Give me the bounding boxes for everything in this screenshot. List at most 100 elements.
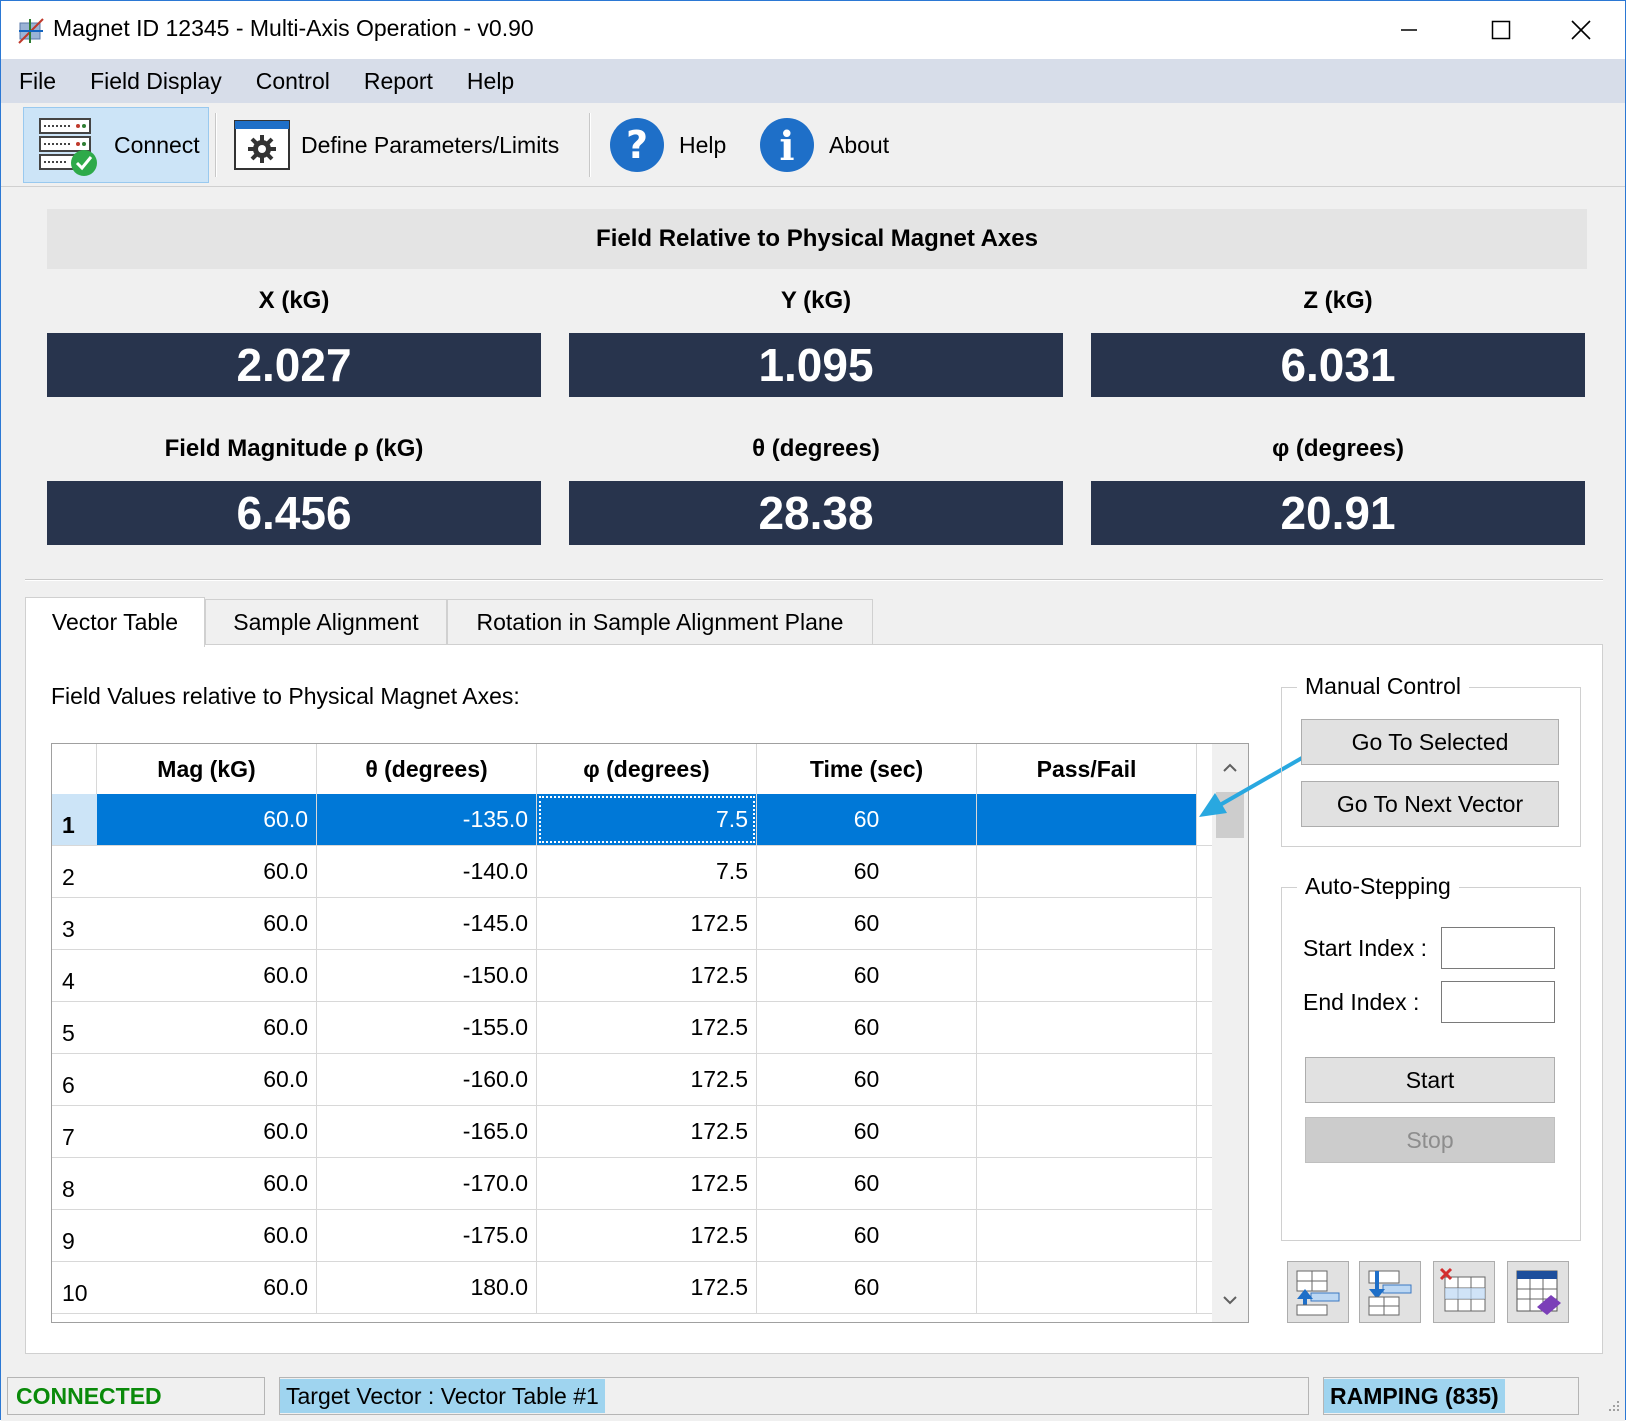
insert-row-below-button[interactable] (1359, 1261, 1421, 1323)
cell-theta[interactable]: -165.0 (317, 1106, 537, 1157)
define-parameters-button[interactable]: Define Parameters/Limits (233, 107, 583, 183)
clear-table-button[interactable] (1507, 1261, 1569, 1323)
cell-pass-fail[interactable] (977, 1262, 1197, 1313)
cell-time[interactable]: 60 (757, 1210, 977, 1261)
table-row[interactable]: 1 60.0 -135.0 7.5 60 (52, 794, 1212, 846)
cell-phi[interactable]: 172.5 (537, 898, 757, 949)
menu-report[interactable]: Report (363, 68, 433, 94)
tab-vector-table[interactable]: Vector Table (25, 597, 205, 647)
cell-mag[interactable]: 60.0 (97, 950, 317, 1001)
cell-mag[interactable]: 60.0 (97, 794, 317, 845)
row-header[interactable]: 7 (62, 1124, 75, 1150)
row-header[interactable]: 9 (62, 1228, 75, 1254)
menu-file[interactable]: File (19, 68, 57, 94)
cell-phi[interactable]: 172.5 (537, 1262, 757, 1313)
table-row[interactable]: 5 60.0 -155.0 172.5 60 (52, 1002, 1212, 1054)
cell-theta[interactable]: 180.0 (317, 1262, 537, 1313)
column-header-pass-fail[interactable]: Pass/Fail (977, 744, 1197, 794)
cell-pass-fail[interactable] (977, 898, 1197, 949)
cell-phi[interactable]: 172.5 (537, 1158, 757, 1209)
cell-time[interactable]: 60 (757, 898, 977, 949)
tab-sample-alignment[interactable]: Sample Alignment (205, 599, 447, 645)
about-button[interactable]: i About (759, 107, 919, 183)
cell-mag[interactable]: 60.0 (97, 1158, 317, 1209)
cell-pass-fail[interactable] (977, 1002, 1197, 1053)
cell-mag[interactable]: 60.0 (97, 898, 317, 949)
table-row[interactable]: 9 60.0 -175.0 172.5 60 (52, 1210, 1212, 1262)
cell-mag[interactable]: 60.0 (97, 1054, 317, 1105)
cell-phi[interactable]: 172.5 (537, 1002, 757, 1053)
connect-button[interactable]: Connect (23, 107, 209, 183)
start-button[interactable]: Start (1305, 1057, 1555, 1103)
cell-time[interactable]: 60 (757, 1262, 977, 1313)
menu-control[interactable]: Control (255, 68, 330, 94)
row-header[interactable]: 5 (62, 1020, 75, 1046)
cell-time[interactable]: 60 (757, 1002, 977, 1053)
table-row[interactable]: 10 60.0 180.0 172.5 60 (52, 1262, 1212, 1314)
insert-row-above-button[interactable] (1287, 1261, 1349, 1323)
row-header[interactable]: 8 (62, 1176, 75, 1202)
cell-time[interactable]: 60 (757, 1158, 977, 1209)
resize-grip-icon[interactable] (1601, 1397, 1621, 1417)
close-button[interactable] (1535, 1, 1626, 59)
row-header[interactable]: 2 (62, 864, 75, 890)
cell-time[interactable]: 60 (757, 950, 977, 1001)
cell-time[interactable]: 60 (757, 846, 977, 897)
row-header[interactable]: 10 (62, 1280, 88, 1306)
tab-rotation-sample-plane[interactable]: Rotation in Sample Alignment Plane (447, 599, 873, 645)
cell-pass-fail[interactable] (977, 950, 1197, 1001)
cell-mag[interactable]: 60.0 (97, 1002, 317, 1053)
row-header[interactable]: 3 (62, 916, 75, 942)
stop-button[interactable]: Stop (1305, 1117, 1555, 1163)
cell-phi[interactable]: 172.5 (537, 950, 757, 1001)
column-header-mag[interactable]: Mag (kG) (97, 744, 317, 794)
vector-table-grid[interactable]: Mag (kG) θ (degrees) φ (degrees) Time (s… (51, 743, 1249, 1323)
row-header[interactable]: 1 (52, 794, 97, 845)
cell-phi[interactable]: 7.5 (537, 794, 757, 845)
cell-theta[interactable]: -170.0 (317, 1158, 537, 1209)
cell-theta[interactable]: -135.0 (317, 794, 537, 845)
table-row[interactable]: 2 60.0 -140.0 7.5 60 (52, 846, 1212, 898)
minimize-button[interactable] (1363, 1, 1455, 59)
cell-mag[interactable]: 60.0 (97, 1106, 317, 1157)
cell-theta[interactable]: -175.0 (317, 1210, 537, 1261)
maximize-button[interactable] (1455, 1, 1547, 59)
cell-time[interactable]: 60 (757, 794, 977, 845)
cell-mag[interactable]: 60.0 (97, 1262, 317, 1313)
start-index-input[interactable] (1441, 927, 1555, 969)
cell-pass-fail[interactable] (977, 794, 1197, 845)
cell-pass-fail[interactable] (977, 1106, 1197, 1157)
cell-pass-fail[interactable] (977, 1158, 1197, 1209)
cell-theta[interactable]: -160.0 (317, 1054, 537, 1105)
scroll-down-button[interactable] (1212, 1282, 1248, 1318)
table-row[interactable]: 8 60.0 -170.0 172.5 60 (52, 1158, 1212, 1210)
cell-time[interactable]: 60 (757, 1054, 977, 1105)
cell-phi[interactable]: 7.5 (537, 846, 757, 897)
cell-theta[interactable]: -145.0 (317, 898, 537, 949)
table-row[interactable]: 7 60.0 -165.0 172.5 60 (52, 1106, 1212, 1158)
help-button[interactable]: ? Help (609, 107, 749, 183)
column-header-theta[interactable]: θ (degrees) (317, 744, 537, 794)
cell-pass-fail[interactable] (977, 1210, 1197, 1261)
cell-phi[interactable]: 172.5 (537, 1054, 757, 1105)
go-to-next-vector-button[interactable]: Go To Next Vector (1301, 781, 1559, 827)
cell-phi[interactable]: 172.5 (537, 1106, 757, 1157)
scroll-up-button[interactable] (1212, 750, 1248, 786)
column-header-time[interactable]: Time (sec) (757, 744, 977, 794)
column-header-phi[interactable]: φ (degrees) (537, 744, 757, 794)
go-to-selected-button[interactable]: Go To Selected (1301, 719, 1559, 765)
cell-mag[interactable]: 60.0 (97, 1210, 317, 1261)
cell-pass-fail[interactable] (977, 1054, 1197, 1105)
table-row[interactable]: 4 60.0 -150.0 172.5 60 (52, 950, 1212, 1002)
cell-theta[interactable]: -155.0 (317, 1002, 537, 1053)
table-row[interactable]: 3 60.0 -145.0 172.5 60 (52, 898, 1212, 950)
cell-theta[interactable]: -150.0 (317, 950, 537, 1001)
menu-help[interactable]: Help (466, 68, 515, 94)
cell-time[interactable]: 60 (757, 1106, 977, 1157)
delete-row-button[interactable] (1433, 1261, 1495, 1323)
menu-field-display[interactable]: Field Display (90, 68, 222, 94)
table-row[interactable]: 6 60.0 -160.0 172.5 60 (52, 1054, 1212, 1106)
end-index-input[interactable] (1441, 981, 1555, 1023)
cell-pass-fail[interactable] (977, 846, 1197, 897)
cell-theta[interactable]: -140.0 (317, 846, 537, 897)
